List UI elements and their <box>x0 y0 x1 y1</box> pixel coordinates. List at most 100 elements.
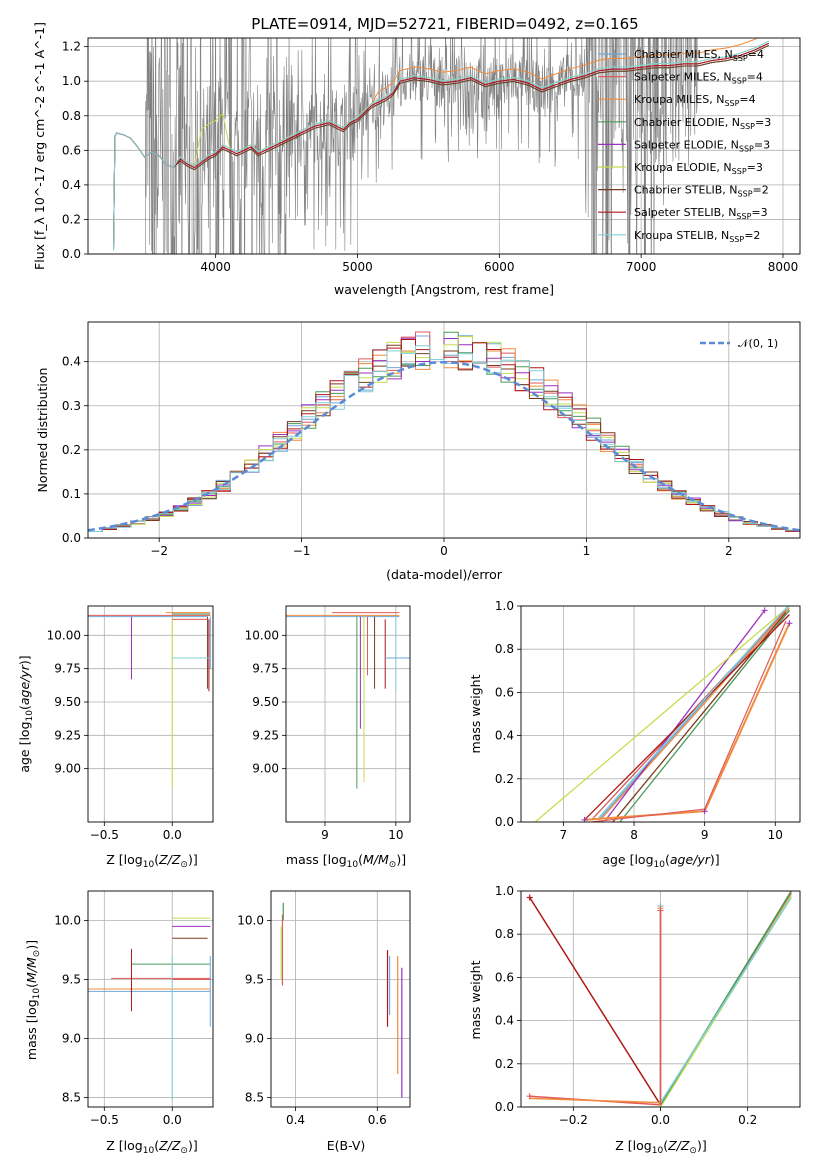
legend-eq: = <box>744 229 753 242</box>
mass-weight-line <box>601 607 790 819</box>
label-part: Z/Z <box>158 852 181 867</box>
label-part: Z [log <box>106 1138 142 1153</box>
x-tick-label: 0.4 <box>286 1113 305 1127</box>
label-part: 10 <box>654 860 666 870</box>
legend-base: Chabrier MILES, N <box>634 48 733 61</box>
y-tick-label: 0.0 <box>62 531 81 545</box>
label-part: )] <box>697 1138 707 1153</box>
label-part: ( <box>358 852 363 867</box>
y-tick-label: 9.00 <box>54 762 81 776</box>
y-tick-label: 1.2 <box>62 40 81 54</box>
mass-weight-line <box>529 897 662 1106</box>
label-part: ⊙ <box>689 1146 697 1156</box>
plot-area <box>88 331 800 532</box>
legend-n: 4 <box>756 71 763 84</box>
panel-residuals: −2 −1 0 1 2 0.0 0.1 0.2 0.3 0.4 𝒩(0, 1) (data-model… <box>35 321 801 582</box>
x-tick-label: 7000 <box>626 260 657 274</box>
y-tick-label: 9.75 <box>54 662 81 676</box>
legend-sub: SSP <box>732 77 747 86</box>
x-tick-label: 0.6 <box>368 1113 387 1127</box>
model-spectrum-line <box>113 40 770 251</box>
x-tick-label: 7 <box>560 828 568 842</box>
y-tick-label: 10.0 <box>237 914 264 928</box>
label-part: 10 <box>143 860 155 870</box>
y-axis-label: mass weight <box>468 674 483 753</box>
label-part: )] <box>17 655 32 665</box>
y-tick-label: 0.6 <box>495 685 514 699</box>
y-axis-label: Normed distribution <box>35 368 50 493</box>
x-tick-label: 9 <box>321 828 329 842</box>
legend-n: 3 <box>756 161 763 174</box>
y-tick-label: 0.8 <box>495 642 514 656</box>
y-axis-label: mass [log10(M/M⊙)] <box>24 940 42 1060</box>
x-tick-label: 9 <box>701 828 709 842</box>
legend-n: 4 <box>757 48 764 61</box>
axes-frame <box>520 605 801 823</box>
figure-title: PLATE=0914, MJD=52721, FIBERID=0492, z=0… <box>251 15 638 33</box>
legend-eq: = <box>755 116 764 129</box>
y-tick-label: 0.1 <box>62 487 81 501</box>
x-tick-label: 0.0 <box>163 1113 182 1127</box>
label-part: 10 <box>652 1146 664 1156</box>
mass-weight-line <box>534 606 790 822</box>
axes-frame <box>87 890 214 1108</box>
label-part: age [log <box>17 721 32 772</box>
x-tick-label: −0.5 <box>90 828 119 842</box>
point-marker <box>786 620 793 627</box>
legend-eq: = <box>754 138 763 151</box>
y-tick-label: 0.2 <box>62 212 81 226</box>
x-tick-label: 0.0 <box>163 828 182 842</box>
label-part: ⊙ <box>180 1146 188 1156</box>
point-marker <box>526 1093 533 1100</box>
y-tick-label: 9.5 <box>245 973 264 987</box>
legend-base: Chabrier ELODIE, N <box>634 116 740 129</box>
label-part: Z/Z <box>667 1138 690 1153</box>
legend-n: 3 <box>764 116 771 129</box>
y-tick-label: 8.5 <box>62 1091 81 1105</box>
legend-base: Kroupa STELIB, N <box>634 229 729 242</box>
label-part: ( <box>154 852 159 867</box>
gaussian-curve <box>88 360 800 532</box>
plot-area <box>534 606 793 822</box>
x-tick-label: 1 <box>583 544 591 558</box>
mass-weight-line <box>584 614 790 821</box>
label-part: ⊙ <box>180 860 188 870</box>
model-spectrum-line <box>113 42 770 251</box>
legend-base: Kroupa MILES, N <box>634 93 724 106</box>
axes-frame <box>87 321 801 539</box>
label-part: ( <box>24 983 39 988</box>
legend-eq: = <box>753 184 762 197</box>
y-axis-label: age [log10(age/yr)] <box>17 655 35 772</box>
legend-base: Kroupa ELODIE, N <box>634 161 732 174</box>
legend-n: 4 <box>749 93 756 106</box>
legend-label: Salpeter MILES, NSSP=4 <box>634 71 763 86</box>
label-part: Z [log <box>106 852 142 867</box>
legend-sub: SSP <box>739 144 754 153</box>
label-part: 10 <box>32 988 42 1000</box>
legend-label: Salpeter ELODIE, NSSP=3 <box>634 138 770 153</box>
axes-frame <box>87 37 801 255</box>
plot-area <box>286 612 410 789</box>
label-part: mass [log <box>286 852 347 867</box>
y-tick-label: 9.0 <box>245 1032 264 1046</box>
mass-weight-line <box>619 609 790 822</box>
label-part: mass [log <box>24 999 39 1060</box>
x-tick-label: 0.2 <box>738 1113 757 1127</box>
plot-area <box>526 891 792 1107</box>
x-axis-label: Z [log10(Z/Z⊙)] <box>106 1138 197 1156</box>
y-tick-label: 0.0 <box>62 247 81 261</box>
legend-label: Chabrier STELIB, NSSP=2 <box>634 184 769 199</box>
panel-mass-Z: −0.5 0.08.59.09.510.0Z [log10(Z/Z⊙)]mass … <box>24 890 214 1156</box>
y-tick-label: 1.0 <box>495 599 514 613</box>
legend-eq: = <box>747 161 756 174</box>
y-tick-label: 10.0 <box>54 914 81 928</box>
legend-sub: SSP <box>732 167 747 176</box>
legend-eq: = <box>739 93 748 106</box>
x-tick-label: 4000 <box>200 260 231 274</box>
label-part: 10 <box>143 1146 155 1156</box>
legend-label: 𝒩(0, 1) <box>738 337 778 350</box>
label-part: 10 <box>25 710 35 722</box>
axes-frame <box>285 605 411 823</box>
x-tick-label: −0.5 <box>90 1113 119 1127</box>
